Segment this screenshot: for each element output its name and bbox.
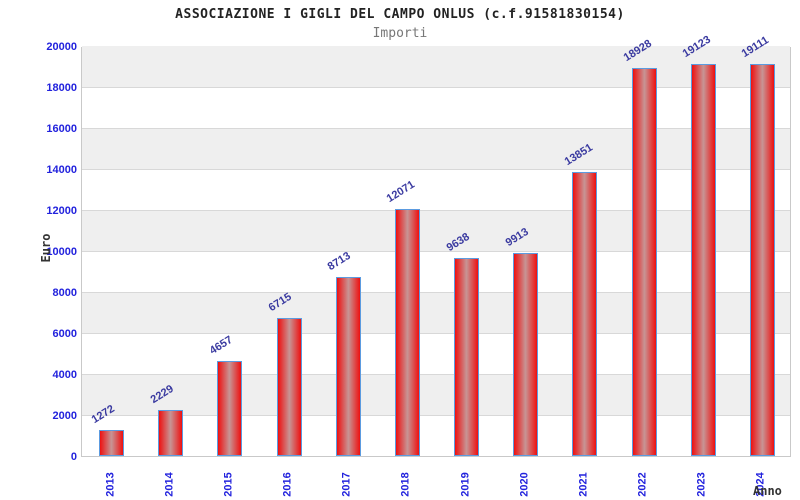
x-tick-label: 2013 — [104, 472, 117, 497]
bar — [631, 67, 657, 456]
chart-subtitle: Importi — [372, 26, 428, 41]
bar — [749, 64, 775, 456]
bar — [513, 252, 539, 456]
y-tick-label: 10000 — [46, 246, 77, 258]
bar — [454, 258, 480, 456]
y-tick-label: 20000 — [46, 41, 77, 53]
grid-line — [82, 168, 790, 170]
bar — [335, 277, 361, 456]
bar — [276, 318, 302, 456]
x-tick-label: 2017 — [340, 472, 353, 497]
grid-band — [82, 210, 790, 251]
grid-band — [82, 128, 790, 169]
bar — [217, 360, 243, 456]
grid-line — [82, 250, 790, 252]
plot-area: 1272 2229 4657 6715 8713 12071 9638 9913 13851 18… — [81, 34, 791, 457]
grid-band — [82, 46, 790, 87]
y-tick-label: 18000 — [46, 82, 77, 94]
y-axis-title: Euro — [39, 233, 53, 263]
y-tick-label: 2000 — [52, 410, 77, 422]
y-tick-label: 8000 — [52, 287, 77, 299]
bar — [99, 429, 125, 456]
x-tick-label: 2018 — [399, 472, 412, 497]
grid-line — [82, 209, 790, 211]
grid-band — [82, 333, 790, 374]
grid-band — [82, 87, 790, 128]
grid-line — [82, 373, 790, 375]
y-tick-label: 6000 — [52, 328, 77, 340]
x-tick-label: 2023 — [695, 472, 708, 497]
bar — [572, 172, 598, 456]
x-tick-label: 2015 — [222, 472, 235, 497]
x-tick-label: 2021 — [577, 472, 590, 497]
y-tick-label: 12000 — [46, 205, 77, 217]
grid-band — [82, 251, 790, 292]
grid-band — [82, 169, 790, 210]
x-axis-title: Anno — [753, 484, 782, 498]
chart-title: ASSOCIAZIONE I GIGLI DEL CAMPO ONLUS (c.… — [175, 7, 625, 22]
y-tick-label: 16000 — [46, 123, 77, 135]
grid-line — [82, 332, 790, 334]
bar — [690, 63, 716, 456]
y-tick-label: 4000 — [52, 369, 77, 381]
bar — [158, 410, 184, 456]
grid-band — [82, 292, 790, 333]
grid-line — [82, 127, 790, 129]
grid-line — [82, 291, 790, 293]
bar — [394, 208, 420, 456]
y-tick-label: 14000 — [46, 164, 77, 176]
grid-band — [82, 415, 790, 456]
grid-line — [82, 414, 790, 416]
grid-line — [82, 86, 790, 88]
x-tick-label: 2019 — [459, 472, 472, 497]
x-tick-label: 2014 — [163, 472, 176, 497]
x-tick-label: 2022 — [636, 472, 649, 497]
x-tick-label: 2016 — [281, 472, 294, 497]
x-tick-label: 2020 — [518, 472, 531, 497]
y-tick-label: 0 — [70, 451, 77, 463]
grid-band — [82, 374, 790, 415]
